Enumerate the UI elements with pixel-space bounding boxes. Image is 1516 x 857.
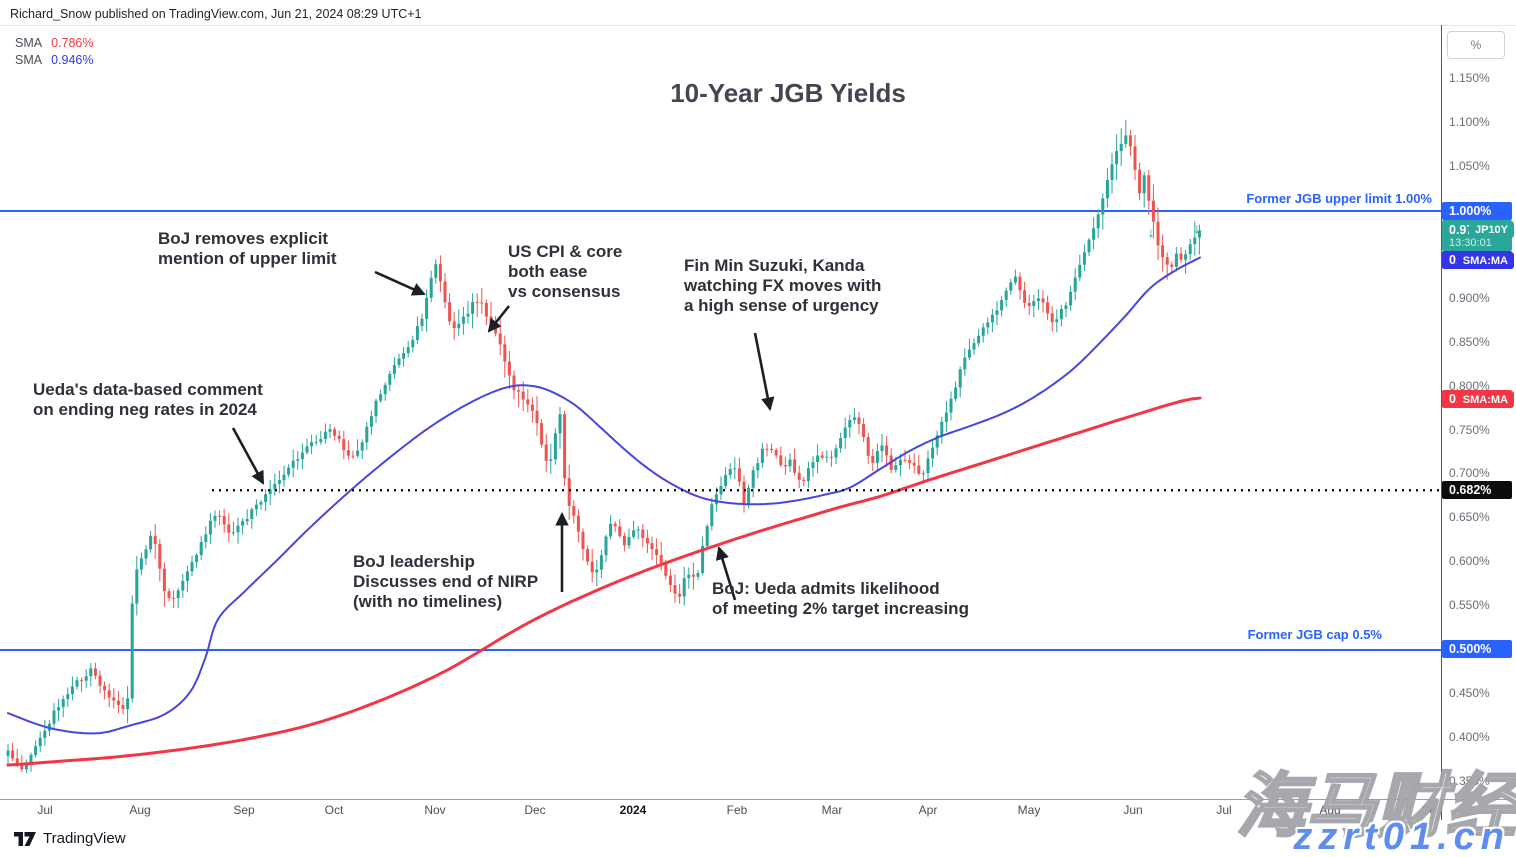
publisher-line: Richard_Snow published on TradingView.co… [10, 7, 422, 21]
price-tick-label: 0.750% [1449, 422, 1490, 437]
price-tick-label: 1.100% [1449, 115, 1490, 130]
time-axis-border [0, 799, 1516, 800]
legend-sma-label: SMA [15, 52, 43, 67]
legend-row-sma[interactable]: SMA 0.786% [15, 34, 94, 51]
legend-row-sma[interactable]: SMA 0.946% [15, 51, 94, 68]
price-tick-label: 0.450% [1449, 685, 1490, 700]
price-tick-label: 0.350% [1449, 773, 1490, 788]
price-tick-label: 1.050% [1449, 159, 1490, 174]
indicator-legend: SMA 0.786% SMA 0.946% [15, 34, 94, 68]
dotted-level-badge: 0.682% [1442, 481, 1512, 499]
price-tick-label: 1.150% [1449, 71, 1490, 86]
bar-markers: ↓ ↓ [1148, 220, 1201, 240]
price-tick-label: 0.600% [1449, 554, 1490, 569]
time-axis-label: Jun [1123, 803, 1143, 817]
legend-sma-label: SMA [15, 35, 43, 50]
time-axis-label: Aug [1319, 803, 1341, 817]
annotation-boj-upper-limit: BoJ removes explicit mention of upper li… [158, 229, 337, 268]
tradingview-logo-text: TradingView [43, 830, 126, 847]
svg-text:↓: ↓ [1194, 220, 1201, 236]
price-tick-label: 0.700% [1449, 466, 1490, 481]
time-axis-label: Sep [233, 803, 255, 817]
price-tick-label: 0.650% [1449, 510, 1490, 525]
annotation-boj-nirp: BoJ leadership Discusses end of NIRP (wi… [353, 552, 539, 611]
time-axis-label: 2024 [619, 803, 647, 817]
candlestick-series [6, 119, 1201, 774]
annotation-suzuki-kanda: Fin Min Suzuki, Kanda watching FX moves … [684, 256, 882, 315]
time-axis-label: Nov [424, 803, 446, 817]
time-axis-label: Apr [918, 803, 938, 817]
time-axis-label: Jul [1216, 803, 1232, 817]
svg-text:↓: ↓ [1148, 224, 1155, 240]
cap-label: Former JGB cap 0.5% [1247, 627, 1382, 642]
price-tick-label: 0.850% [1449, 334, 1490, 349]
annotation-us-cpi: US CPI & core both ease vs consensus [508, 242, 623, 301]
chart-title: 10-Year JGB Yields [670, 78, 906, 108]
sma-red-badge-chip: SMA:MA [1456, 391, 1514, 408]
time-axis-label: May [1017, 803, 1041, 817]
price-tick-label: 0.900% [1449, 290, 1490, 305]
time-axis-label: Dec [524, 803, 546, 817]
price-tick-label: 0.550% [1449, 598, 1490, 613]
header-divider [0, 25, 1516, 26]
time-axis-label: Mar [821, 803, 843, 817]
price-tick-label: 0.400% [1449, 729, 1490, 744]
level-0500-badge: 0.500% [1442, 640, 1512, 658]
price-axis-border [1441, 25, 1442, 820]
tradingview-logo[interactable]: TradingView [14, 830, 126, 847]
time-axis[interactable]: Jul Aug Sep Oct Nov Dec 2024 Feb Mar Apr May Jun Jul… [0, 800, 1516, 822]
time-axis-label: Oct [324, 803, 344, 817]
percent-scale-button[interactable]: % [1447, 31, 1505, 59]
time-axis-label: Aug [129, 803, 151, 817]
sma-lines [6, 256, 1202, 767]
level-1000-badge: 1.000% [1442, 202, 1512, 220]
price-axis[interactable]: % 1.150% 1.100% 1.050% 0.900% 0.850% 0.800% 0.… [1442, 25, 1516, 820]
annotation-ueda-target: BoJ: Ueda admits likelihood of meeting 2… [712, 579, 969, 618]
annotation-arrows [231, 270, 775, 601]
jp10y-price-badge-chip: JP10Y [1468, 221, 1514, 238]
legend-sma-value: 0.946% [51, 52, 94, 67]
sma-blue-badge-chip: SMA:MA [1456, 252, 1514, 269]
time-axis-label: Sep [1421, 803, 1443, 817]
time-axis-label: Feb [726, 803, 748, 817]
tradingview-logo-icon [14, 831, 36, 846]
annotation-ueda-comment: Ueda's data-based comment on ending neg … [33, 380, 263, 419]
legend-sma-value: 0.786% [51, 35, 94, 50]
price-tick-label: 0.800% [1449, 378, 1490, 393]
level-lines [0, 210, 1441, 651]
time-axis-label: Jul [37, 803, 53, 817]
upper-limit-label: Former JGB upper limit 1.00% [1246, 191, 1432, 206]
